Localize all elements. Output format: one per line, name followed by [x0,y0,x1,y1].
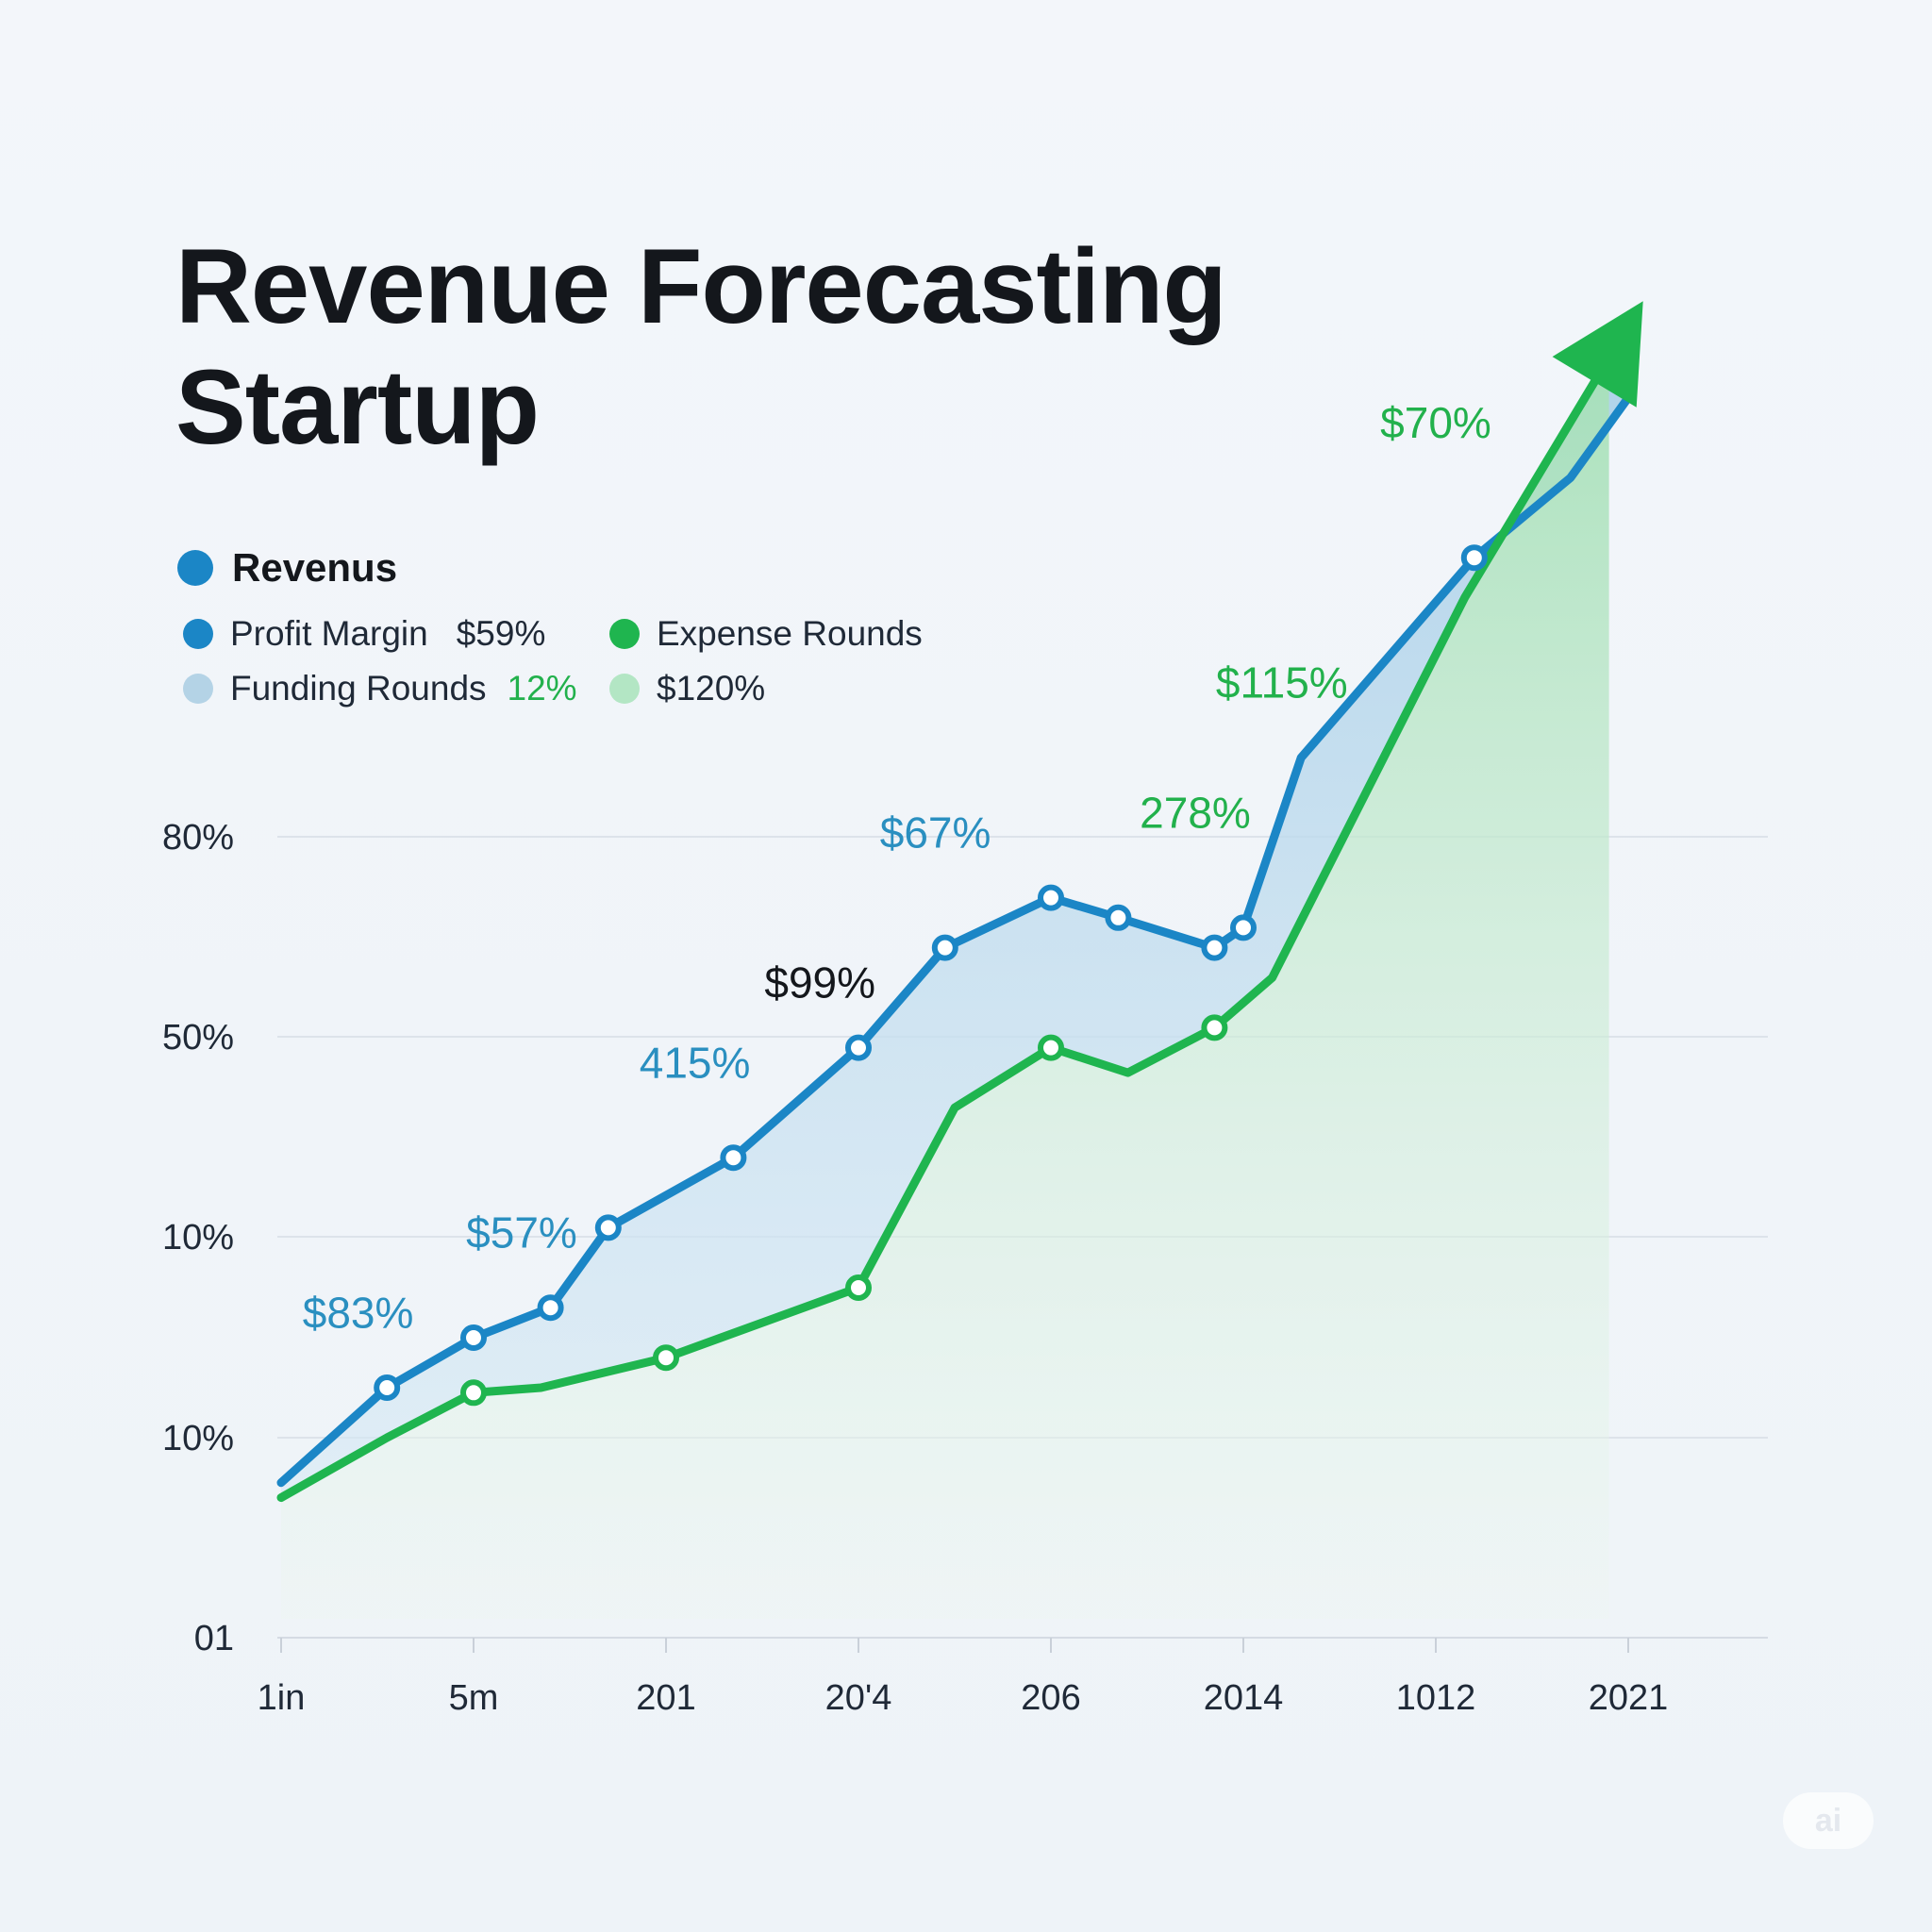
x-tick-label: 1in [258,1678,306,1718]
legend-main-label: Revenus [232,545,398,590]
data-label: $83% [303,1288,414,1337]
x-tick-label: 1012 [1396,1678,1476,1718]
legend-main-dot [177,550,213,586]
x-tick-label: 20'4 [825,1678,892,1718]
legend-item-unlabeled: $120% [609,669,968,708]
revenue-marker [1201,934,1228,961]
legend-item-funding-rounds: Funding Rounds 12% [183,669,609,708]
revenue-marker [594,1214,622,1241]
legend-label: Profit Margin [230,614,428,653]
legend-dot [183,619,213,649]
x-tick-label: 5m [449,1678,499,1718]
revenue-marker [720,1144,747,1172]
title-line-1: Revenue Forecasting [175,227,1227,345]
areas [281,358,1628,1620]
data-labels: $83% $57% 415% $99% $67% 278% $115% $70% [303,398,1491,1337]
expense-marker [1201,1014,1228,1041]
legend-dot [609,674,640,704]
trend-arrow-head [1552,301,1643,408]
x-tick-label: 2014 [1204,1678,1284,1718]
x-tick-label: 206 [1021,1678,1080,1718]
ai-badge: ai [1783,1792,1874,1849]
revenue-marker [1230,914,1257,941]
legend-item-expense-rounds: Expense Rounds [609,614,968,653]
data-label: $57% [466,1208,577,1257]
legend-dot [183,674,213,704]
y-tick-label: 10% [162,1419,234,1458]
revenue-marker [537,1294,564,1322]
title-line-2: Startup [175,348,540,466]
x-tick-label: 201 [636,1678,695,1718]
revenue-marker [1105,904,1132,931]
expense-marker [653,1344,679,1372]
x-tick-label: 2021 [1589,1678,1669,1718]
expense-marker [1038,1034,1064,1061]
legend-value: 12% [507,669,577,708]
revenue-line [276,393,1633,1488]
data-label: $67% [880,808,991,858]
expense-area [281,358,1609,1620]
revenue-marker [931,934,958,961]
data-label: 278% [1140,788,1251,837]
legend-label: Funding Rounds [230,669,487,708]
axes: 01 10% 10% 50% 80% 1in 5m 201 20'4 206 2014 1012 202… [162,818,1768,1718]
y-tick-label: 01 [194,1619,234,1658]
markers [374,544,1488,1407]
legend-value: $59% [456,614,546,653]
revenue-marker [460,1324,487,1351]
y-tick-label: 80% [162,818,234,858]
data-label: $99% [764,958,875,1008]
revenue-marker [845,1034,872,1061]
revenue-marker [374,1374,401,1401]
data-label: 415% [640,1038,751,1087]
legend: Profit Margin $59% Expense Rounds Fundin… [183,614,968,708]
data-label: $70% [1380,398,1491,447]
legend-value: $120% [657,669,766,708]
legend-item-profit-margin: Profit Margin $59% [183,614,609,653]
legend-dot [609,619,640,649]
expense-marker [845,1274,872,1301]
y-tick-label: 10% [162,1218,234,1257]
y-tick-label: 50% [162,1018,234,1058]
legend-label: Expense Rounds [657,614,923,653]
expense-marker [460,1379,487,1407]
legend-main: Revenus [177,545,397,591]
data-label: $115% [1216,658,1348,708]
revenue-area [281,358,1628,1498]
revenue-marker [1038,884,1064,911]
chart-title: Revenue Forecasting Startup [175,226,1227,468]
revenue-marker [1460,544,1488,572]
